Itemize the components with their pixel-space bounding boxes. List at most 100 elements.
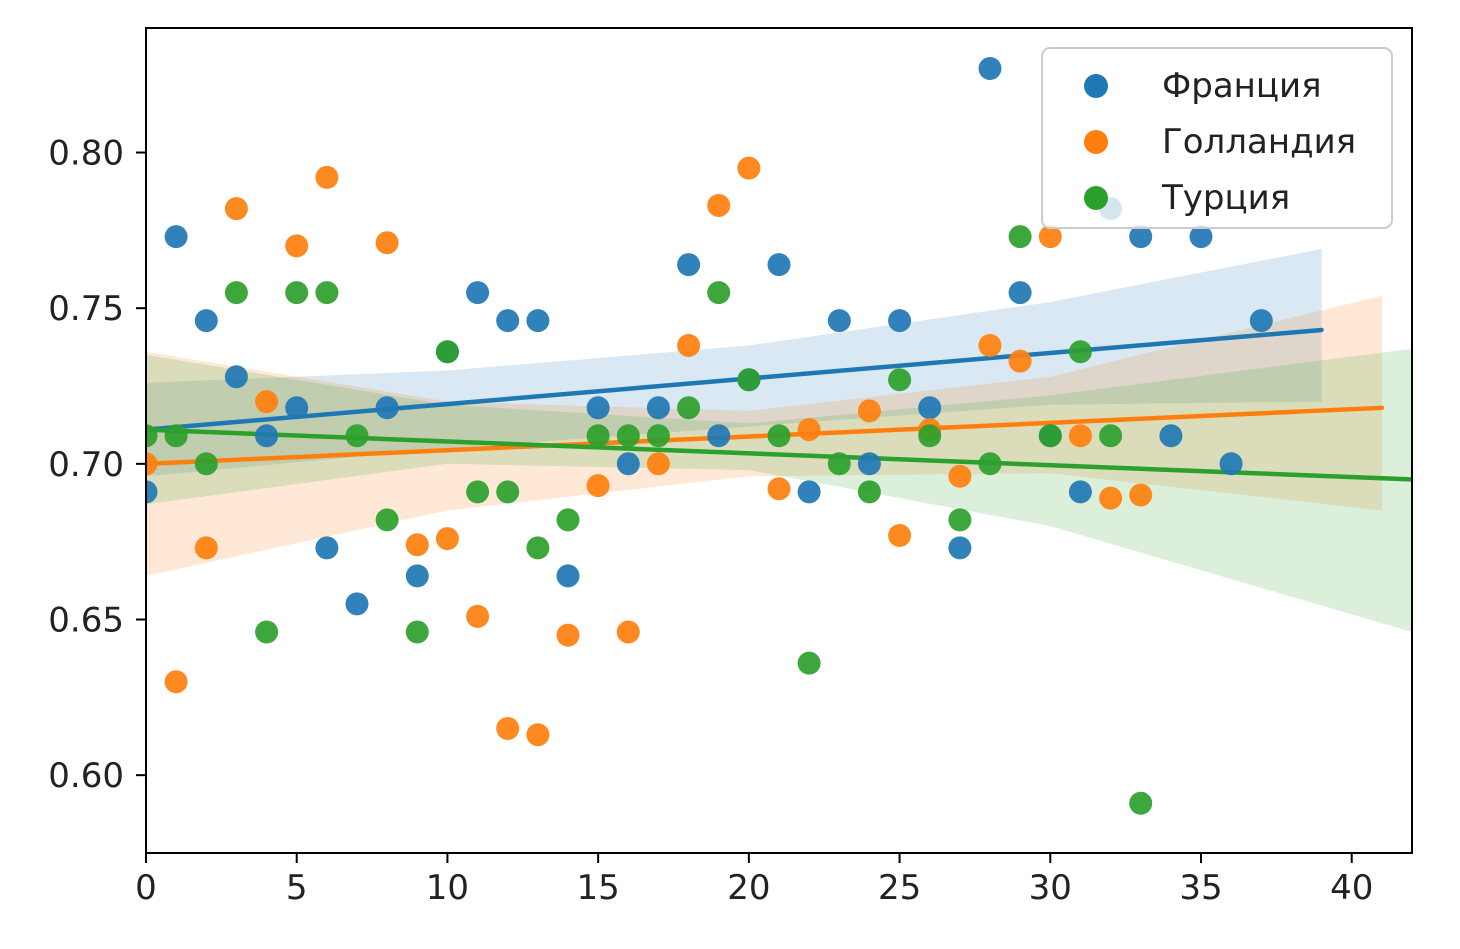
data-point bbox=[827, 309, 851, 333]
legend-box bbox=[1041, 47, 1393, 229]
data-point bbox=[707, 281, 731, 305]
data-point bbox=[827, 452, 851, 476]
data-point bbox=[857, 399, 881, 423]
x-tick-label: 0 bbox=[135, 868, 157, 908]
confidence-band-0 bbox=[146, 249, 1322, 477]
data-point bbox=[285, 396, 309, 420]
data-point bbox=[526, 536, 550, 560]
data-point bbox=[677, 253, 701, 277]
data-point bbox=[405, 620, 429, 644]
data-point bbox=[224, 281, 248, 305]
data-point bbox=[345, 592, 369, 616]
data-point bbox=[466, 480, 490, 504]
data-point bbox=[616, 620, 640, 644]
data-point bbox=[1038, 225, 1062, 249]
plot-area-frame bbox=[145, 27, 1413, 854]
data-point bbox=[707, 424, 731, 448]
data-point bbox=[315, 281, 339, 305]
data-point bbox=[918, 424, 942, 448]
data-point bbox=[978, 57, 1002, 80]
data-point bbox=[315, 536, 339, 560]
data-point bbox=[375, 396, 399, 420]
data-point bbox=[616, 452, 640, 476]
data-point bbox=[646, 452, 670, 476]
y-axis: 0.60 0.65 0.70 0.75 0.80 bbox=[48, 134, 146, 796]
x-tick-label: 35 bbox=[1179, 868, 1222, 908]
data-point bbox=[496, 309, 520, 333]
data-point bbox=[797, 651, 821, 675]
data-point bbox=[677, 334, 701, 357]
data-point bbox=[1189, 225, 1213, 249]
data-point bbox=[496, 717, 520, 740]
legend: Франция Голландия Турция bbox=[1041, 47, 1393, 229]
data-point bbox=[194, 309, 218, 333]
trend-line-1 bbox=[146, 405, 1385, 467]
legend-label: Франция bbox=[1162, 66, 1322, 106]
data-point bbox=[767, 424, 791, 448]
data-point bbox=[164, 225, 188, 249]
trend-line-0 bbox=[146, 327, 1324, 432]
data-point bbox=[526, 723, 550, 747]
data-point bbox=[526, 309, 550, 333]
data-point bbox=[1099, 424, 1123, 448]
data-point bbox=[737, 156, 761, 180]
data-point bbox=[255, 390, 279, 414]
data-point bbox=[435, 340, 459, 364]
data-point bbox=[616, 424, 640, 448]
data-point bbox=[1068, 480, 1092, 504]
data-point bbox=[707, 194, 731, 217]
data-point bbox=[255, 424, 279, 448]
data-point bbox=[586, 474, 610, 498]
data-point bbox=[146, 452, 158, 476]
data-point bbox=[767, 253, 791, 277]
y-tick-label: 0.80 bbox=[48, 134, 124, 174]
data-point bbox=[285, 281, 309, 305]
data-point bbox=[194, 536, 218, 560]
y-tick-label: 0.65 bbox=[48, 601, 124, 641]
x-tick-label: 20 bbox=[727, 868, 770, 908]
data-point bbox=[405, 564, 429, 588]
data-point bbox=[1129, 483, 1153, 507]
data-point bbox=[857, 452, 881, 476]
data-point bbox=[1008, 225, 1032, 249]
data-point bbox=[224, 365, 248, 389]
data-point bbox=[496, 480, 520, 504]
data-point bbox=[466, 604, 490, 628]
legend-marker bbox=[1084, 130, 1108, 154]
data-point bbox=[586, 396, 610, 420]
data-point bbox=[1038, 424, 1062, 448]
data-point bbox=[1129, 225, 1153, 249]
y-tick-label: 0.60 bbox=[48, 756, 124, 796]
data-point bbox=[556, 508, 580, 532]
data-point bbox=[224, 197, 248, 221]
data-point bbox=[375, 508, 399, 532]
data-point bbox=[1129, 791, 1153, 815]
data-point bbox=[375, 231, 399, 255]
legend-marker bbox=[1084, 74, 1108, 98]
x-tick-label: 25 bbox=[878, 868, 921, 908]
data-point bbox=[1159, 424, 1183, 448]
data-point bbox=[164, 424, 188, 448]
x-tick-label: 15 bbox=[577, 868, 620, 908]
data-point bbox=[1219, 452, 1243, 476]
data-point bbox=[1008, 349, 1032, 373]
data-point bbox=[1099, 486, 1123, 510]
data-point bbox=[405, 533, 429, 557]
data-point bbox=[948, 508, 972, 532]
data-point bbox=[194, 452, 218, 476]
data-point bbox=[948, 536, 972, 560]
data-point bbox=[948, 464, 972, 488]
scatter-points bbox=[146, 57, 1273, 815]
data-point bbox=[737, 368, 761, 392]
data-point bbox=[646, 396, 670, 420]
data-point bbox=[888, 368, 912, 392]
data-point bbox=[466, 281, 490, 305]
data-point bbox=[857, 480, 881, 504]
data-point bbox=[1249, 309, 1273, 333]
data-point bbox=[586, 424, 610, 448]
data-point bbox=[556, 623, 580, 647]
data-point bbox=[797, 480, 821, 504]
legend-marker bbox=[1084, 186, 1108, 210]
x-tick-label: 30 bbox=[1029, 868, 1072, 908]
